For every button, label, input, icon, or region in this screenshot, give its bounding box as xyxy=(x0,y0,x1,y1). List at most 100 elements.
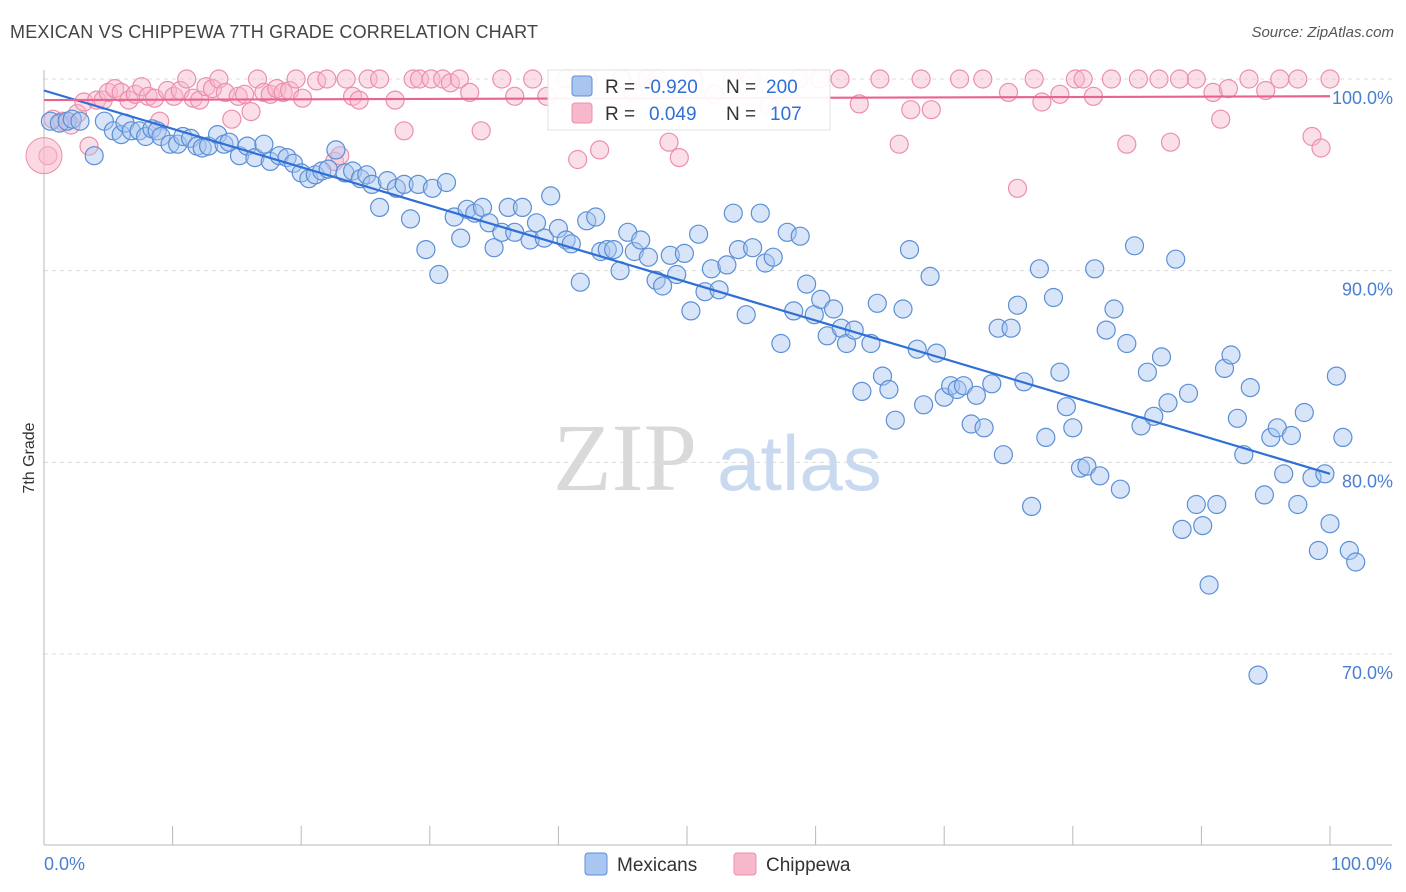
mexicans-point xyxy=(429,264,449,285)
mexicans-point xyxy=(326,140,346,160)
chippewa-point xyxy=(111,82,131,103)
chippewa-point xyxy=(471,121,491,141)
chippewa-point xyxy=(1024,69,1044,89)
y-tick-label: 70.0% xyxy=(1342,663,1393,683)
mexicans-point xyxy=(1104,299,1124,319)
chippewa-point xyxy=(998,82,1019,103)
mexicans-point xyxy=(1261,427,1281,447)
mexicans-point xyxy=(1193,515,1213,536)
mexicans-point xyxy=(1077,456,1097,476)
gridlines xyxy=(44,78,1392,655)
mexicans-point xyxy=(1320,514,1340,534)
chippewa-point xyxy=(659,132,679,152)
chippewa-point xyxy=(1073,69,1093,89)
mexicans-point xyxy=(1281,425,1302,446)
mexicans-point xyxy=(1050,362,1070,382)
mexicans-point xyxy=(484,238,504,258)
mexicans-point xyxy=(763,247,783,267)
legend-r-value-chippewa: 0.049 xyxy=(649,104,697,125)
mexicans-point xyxy=(520,230,540,250)
mexicans-point xyxy=(254,134,274,154)
mexicans-point xyxy=(701,259,722,279)
chippewa-point xyxy=(67,103,88,124)
mexicans-point xyxy=(823,299,844,319)
mexicans-point xyxy=(920,266,940,286)
x-axis-ticks xyxy=(43,826,1331,845)
chippewa-point xyxy=(132,77,152,97)
mexicans-point xyxy=(993,445,1014,465)
mexicans-point xyxy=(451,228,471,248)
mexicans-point xyxy=(1333,427,1353,447)
legend-n-value-mexicans: 200 xyxy=(766,77,798,98)
chippewa-point xyxy=(1270,69,1290,89)
legend-n-value-chippewa: 107 xyxy=(770,104,802,125)
mexicans-point xyxy=(586,207,606,227)
chippewa-point xyxy=(1128,69,1149,89)
watermark-atlas: atlas xyxy=(717,419,882,507)
chippewa-point xyxy=(1007,178,1028,198)
chippewa-point xyxy=(973,69,993,89)
stats-legend: R = -0.920 N = 200 R = 0.049 N = 107 xyxy=(547,69,831,131)
chippewa-point xyxy=(1320,69,1340,89)
chippewa-point xyxy=(1169,69,1190,89)
mexicans-point xyxy=(750,203,770,223)
mexicans-point xyxy=(966,385,987,405)
mexicans-point xyxy=(681,301,701,321)
mexicans-point xyxy=(505,222,525,242)
chippewa-point xyxy=(568,149,588,170)
chippewa-point xyxy=(222,109,242,129)
mexicans-point xyxy=(416,240,436,260)
chippewa-point xyxy=(1032,92,1052,112)
mexicans-point xyxy=(136,126,156,147)
chippewa-point xyxy=(336,69,356,89)
mexicans-point xyxy=(1043,287,1064,308)
mexicans-point xyxy=(541,186,561,206)
mexicans-point xyxy=(1339,540,1359,561)
chippewa-point xyxy=(492,69,512,89)
mexicans-point xyxy=(1274,464,1294,484)
mexicans-point xyxy=(173,126,193,147)
mexicans-point xyxy=(1007,295,1028,315)
mexicans-point xyxy=(723,203,743,223)
mexicans-point xyxy=(370,197,390,217)
chippewa-point xyxy=(669,148,689,168)
mexicans-point xyxy=(1240,378,1260,398)
mexicans-point xyxy=(1199,575,1219,595)
mexicans-point xyxy=(570,272,590,292)
mexicans-point xyxy=(1117,333,1137,354)
mexicans-point xyxy=(867,293,887,313)
mexicans-point xyxy=(796,274,817,294)
legend-n-label-mexicans: N = xyxy=(726,77,756,98)
mexicans-point xyxy=(1124,236,1145,256)
mexicans-point xyxy=(534,228,554,248)
mexicans-point xyxy=(436,172,457,193)
mexicans-point xyxy=(771,333,791,354)
mexicans-point xyxy=(84,146,104,166)
series-legend: Mexicans Chippewa xyxy=(584,852,851,876)
chippewa-point xyxy=(1101,69,1122,89)
chippewa-point xyxy=(849,94,869,114)
mexicans-point xyxy=(893,299,913,319)
chippewa-point xyxy=(1239,69,1259,89)
mexicans-point xyxy=(1096,320,1116,340)
trend-line-mexicans xyxy=(43,89,1331,475)
chippewa-point xyxy=(421,69,441,89)
chippewa-point xyxy=(901,100,921,120)
bottom-legend-label-chippewa: Chippewa xyxy=(766,855,851,876)
chippewa-point xyxy=(409,69,430,89)
mexicans-point xyxy=(1254,485,1275,505)
mexicans-point xyxy=(408,174,428,194)
mexicans-point xyxy=(1158,393,1178,413)
y-tick-label: 90.0% xyxy=(1342,280,1393,300)
chart-source: Source: ZipAtlas.com xyxy=(1251,24,1394,41)
chippewa-point xyxy=(921,100,941,120)
chippewa-point xyxy=(911,69,931,89)
chippewa-point xyxy=(523,69,543,89)
mexicans-point xyxy=(1151,347,1172,367)
mexicans-point xyxy=(1036,427,1056,447)
chippewa-point xyxy=(1117,134,1137,154)
mexicans-point xyxy=(652,276,673,296)
mexicans-point xyxy=(1001,318,1021,338)
chippewa-point xyxy=(286,69,306,89)
mexicans-point xyxy=(660,245,680,265)
